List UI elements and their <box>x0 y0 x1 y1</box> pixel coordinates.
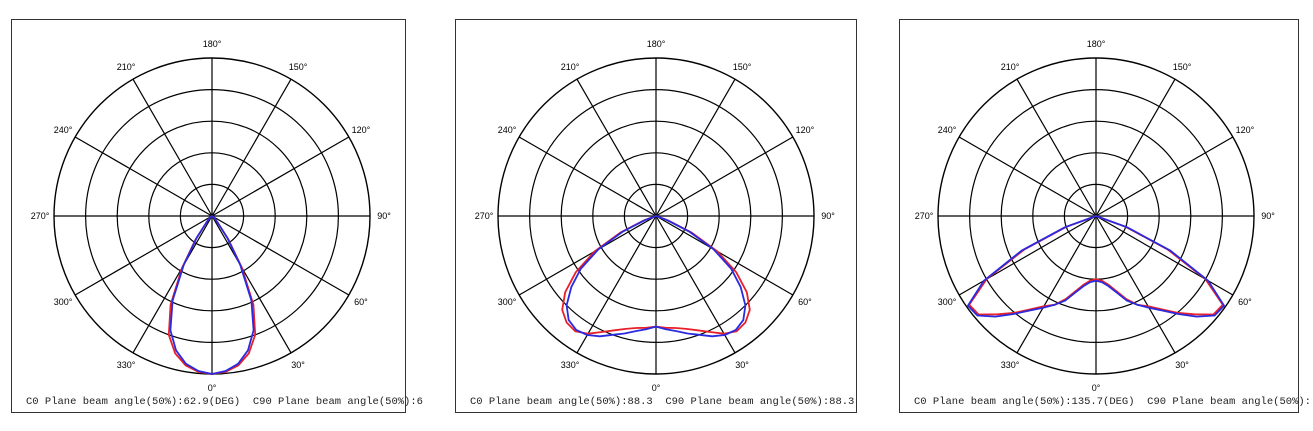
angle-tick-label: 0° <box>208 383 217 393</box>
angle-tick-label: 270° <box>31 211 50 221</box>
grid-spoke <box>211 215 350 296</box>
angle-tick-label: 240° <box>938 125 957 135</box>
angle-tick-label: 180° <box>203 39 222 49</box>
grid-spoke <box>211 136 350 217</box>
polar-chart-2: 180° 150° 120° 90° 60° 30° 0° 330° 300° 270° 240° 2… <box>475 39 836 393</box>
angle-tick-label: 30° <box>1175 360 1189 370</box>
grid-spoke <box>74 215 213 296</box>
angle-tick-label: 0° <box>652 383 661 393</box>
grid-spoke <box>1095 78 1176 217</box>
angle-tick-label: 300° <box>54 297 73 307</box>
grid-spoke <box>211 215 292 354</box>
angle-tick-label: 120° <box>1236 125 1255 135</box>
angle-tick-label: 0° <box>1092 383 1101 393</box>
grid-spoke <box>1095 136 1234 217</box>
angle-tick-label: 150° <box>289 62 308 72</box>
grid-spoke <box>1016 78 1097 217</box>
grid-spoke <box>518 215 657 296</box>
beam-angle-caption: C0 Plane beam angle(50%):135.7(DEG) C90 … <box>914 396 1311 408</box>
grid-spoke <box>1095 215 1234 296</box>
grid-spoke <box>576 78 657 217</box>
c0-plane-curve <box>968 215 1224 316</box>
polar-chart-panel-3: 180° 150° 120° 90° 60° 30° 0° 330° 300° 270° 240° 2… <box>899 19 1311 413</box>
polar-chart-panel-1: 180° 150° 120° 90° 60° 30° 0° 330° 300° 270° 240° 2… <box>11 19 423 413</box>
polar-chart-panel-2: 180° 150° 120° 90° 60° 30° 0° 330° 300° 270° 240° 2… <box>455 19 857 413</box>
polar-chart-1: 180° 150° 120° 90° 60° 30° 0° 330° 300° 270° 240° 2… <box>31 39 392 393</box>
grid-spoke <box>132 215 213 354</box>
angle-tick-label: 330° <box>1001 360 1020 370</box>
angle-tick-label: 90° <box>821 211 835 221</box>
grid-spoke <box>958 136 1097 217</box>
angle-tick-label: 60° <box>1238 297 1252 307</box>
angle-tick-label: 270° <box>915 211 934 221</box>
angle-tick-label: 150° <box>1173 62 1192 72</box>
c90-plane-curve <box>169 215 255 375</box>
angle-tick-label: 210° <box>1001 62 1020 72</box>
angle-tick-label: 210° <box>561 62 580 72</box>
beam-angle-caption: C0 Plane beam angle(50%):62.9(DEG) C90 P… <box>26 396 423 408</box>
polar-chart-3: 180° 150° 120° 90° 60° 30° 0° 330° 300° 270° 240° 2… <box>915 39 1276 393</box>
grid-spoke <box>655 78 736 217</box>
angle-tick-label: 270° <box>475 211 494 221</box>
angle-tick-label: 150° <box>733 62 752 72</box>
angle-tick-label: 120° <box>352 125 371 135</box>
c90-plane-curve <box>967 215 1225 318</box>
angle-tick-label: 90° <box>377 211 391 221</box>
angle-tick-label: 240° <box>54 125 73 135</box>
angle-tick-label: 90° <box>1261 211 1275 221</box>
grid-spoke <box>655 136 794 217</box>
angle-tick-label: 30° <box>291 360 305 370</box>
angle-tick-label: 210° <box>117 62 136 72</box>
beam-angle-caption: C0 Plane beam angle(50%):88.3 C90 Plane … <box>470 396 855 408</box>
angle-tick-label: 330° <box>117 360 136 370</box>
grid-spoke <box>211 78 292 217</box>
grid-spoke <box>1016 215 1097 354</box>
grid-spoke <box>576 215 657 354</box>
grid-spoke <box>132 78 213 217</box>
grid-spoke <box>655 215 794 296</box>
angle-tick-label: 60° <box>354 297 368 307</box>
angle-tick-label: 120° <box>796 125 815 135</box>
grid-spoke <box>1095 215 1176 354</box>
angle-tick-label: 180° <box>647 39 666 49</box>
angle-tick-label: 240° <box>498 125 517 135</box>
angle-tick-label: 30° <box>735 360 749 370</box>
angle-tick-label: 300° <box>498 297 517 307</box>
angle-tick-label: 300° <box>938 297 957 307</box>
grid-spoke <box>74 136 213 217</box>
angle-tick-label: 180° <box>1087 39 1106 49</box>
angle-tick-label: 60° <box>798 297 812 307</box>
grid-spoke <box>655 215 736 354</box>
grid-spoke <box>518 136 657 217</box>
c90-plane-curve <box>565 215 747 338</box>
grid-spoke <box>958 215 1097 296</box>
angle-tick-label: 330° <box>561 360 580 370</box>
